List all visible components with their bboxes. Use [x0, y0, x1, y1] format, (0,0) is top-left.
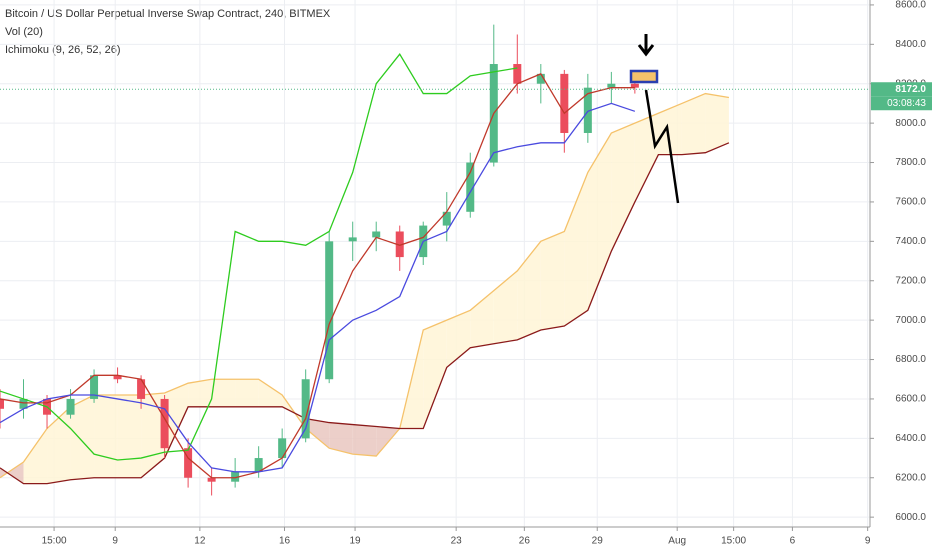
x-tick-label: 19 — [349, 536, 361, 547]
cloud-fill — [470, 290, 494, 348]
candle-body — [372, 231, 381, 238]
candle-body — [560, 73, 569, 133]
candle-body — [513, 64, 522, 84]
cloud-fill — [329, 422, 353, 455]
cloud-fill — [235, 379, 259, 407]
x-tick-label: 15:00 — [721, 536, 746, 547]
cloud-fill — [564, 172, 588, 327]
candle-body — [583, 87, 592, 133]
y-tick-label: 8000.0 — [895, 118, 926, 129]
candle-body — [207, 477, 216, 482]
indicator-line — [0, 102, 636, 473]
drawing — [644, 89, 680, 204]
candle-body — [301, 379, 310, 439]
cloud-fill — [658, 103, 682, 155]
candle-body — [137, 379, 146, 399]
y-tick-label: 6000.0 — [895, 512, 926, 523]
cloud-fill — [705, 93, 729, 153]
candle-body — [348, 237, 357, 242]
cloud-fill — [493, 270, 518, 344]
candle-body — [231, 471, 240, 482]
candle-body — [113, 375, 122, 380]
cloud-fill — [94, 395, 118, 478]
chart-title: Bitcoin / US Dollar Perpetual Inverse Sw… — [5, 8, 331, 20]
y-tick-label: 6800.0 — [895, 354, 926, 365]
cloud-fill — [164, 383, 189, 459]
countdown-tag — [871, 96, 932, 111]
cloud-fill — [681, 93, 706, 155]
candle-body — [442, 211, 451, 226]
candle-body — [254, 458, 263, 472]
indicator-label: Vol (20) — [5, 26, 43, 38]
y-tick-label: 7600.0 — [895, 197, 926, 208]
candle-body — [536, 73, 545, 84]
x-tick-label: 9 — [865, 536, 871, 547]
y-tick-label: 7800.0 — [895, 157, 926, 168]
senkou-span-b — [0, 142, 730, 485]
y-tick-label: 7200.0 — [895, 275, 926, 286]
cloud-fill — [517, 241, 541, 340]
y-tick-label: 8600.0 — [895, 0, 926, 11]
candle-body — [278, 438, 287, 459]
candle-body — [90, 375, 99, 399]
x-tick-label: 26 — [519, 536, 531, 547]
cloud-fill — [47, 406, 71, 484]
cloud-fill — [117, 395, 142, 478]
cloud-fill — [23, 428, 48, 484]
indicator-line — [0, 73, 635, 479]
x-tick-label: Aug — [668, 536, 686, 547]
y-tick-label: 7400.0 — [895, 236, 926, 247]
cloud-fill — [0, 461, 24, 484]
senkou-span-a — [0, 92, 730, 479]
cloud-fill — [587, 132, 612, 311]
indicator-label: Ichimoku (9, 26, 52, 26) — [5, 44, 121, 56]
x-tick-label: 29 — [592, 536, 604, 547]
x-tick-label: 6 — [790, 536, 796, 547]
candle-body — [325, 241, 334, 380]
cloud-fill — [540, 231, 565, 330]
x-tick-label: 12 — [194, 536, 206, 547]
candle-body — [66, 398, 75, 415]
cloud-fill — [258, 379, 283, 407]
legend: Bitcoin / US Dollar Perpetual Inverse Sw… — [5, 8, 331, 56]
candle-body — [395, 231, 404, 258]
cloud-fill — [446, 310, 471, 368]
y-tick-label: 6600.0 — [895, 394, 926, 405]
cloud-fill — [305, 418, 330, 449]
candle-body — [160, 398, 169, 449]
y-tick-label: 6400.0 — [895, 433, 926, 444]
x-tick-label: 9 — [112, 536, 118, 547]
cloud-fill — [70, 395, 95, 480]
annotation — [629, 34, 680, 204]
cloud-fill — [611, 123, 635, 252]
x-tick-label: 15:00 — [42, 536, 67, 547]
candle-body — [466, 162, 475, 212]
indicator-line — [0, 53, 518, 461]
candle-body — [19, 398, 28, 409]
y-tick-label: 6200.0 — [895, 472, 926, 483]
candle-body — [184, 448, 193, 478]
cloud-fill — [188, 379, 212, 407]
cloud-fill — [634, 113, 659, 202]
price-label: 8172.0 — [895, 84, 926, 95]
x-tick-label: 23 — [451, 536, 463, 547]
x-tick-label: 16 — [279, 536, 291, 547]
arrow — [637, 34, 655, 57]
candle-body — [630, 83, 639, 88]
candle-body — [607, 83, 616, 88]
cloud-fill — [352, 424, 377, 457]
highlight-box — [629, 69, 659, 84]
y-tick-label: 8400.0 — [895, 39, 926, 50]
cloud-fill — [211, 379, 236, 407]
price-tag — [871, 82, 932, 97]
cloud-fill — [423, 320, 447, 429]
countdown-label: 03:08:43 — [887, 98, 926, 109]
candle-body — [0, 398, 4, 409]
y-tick-label: 7000.0 — [895, 315, 926, 326]
